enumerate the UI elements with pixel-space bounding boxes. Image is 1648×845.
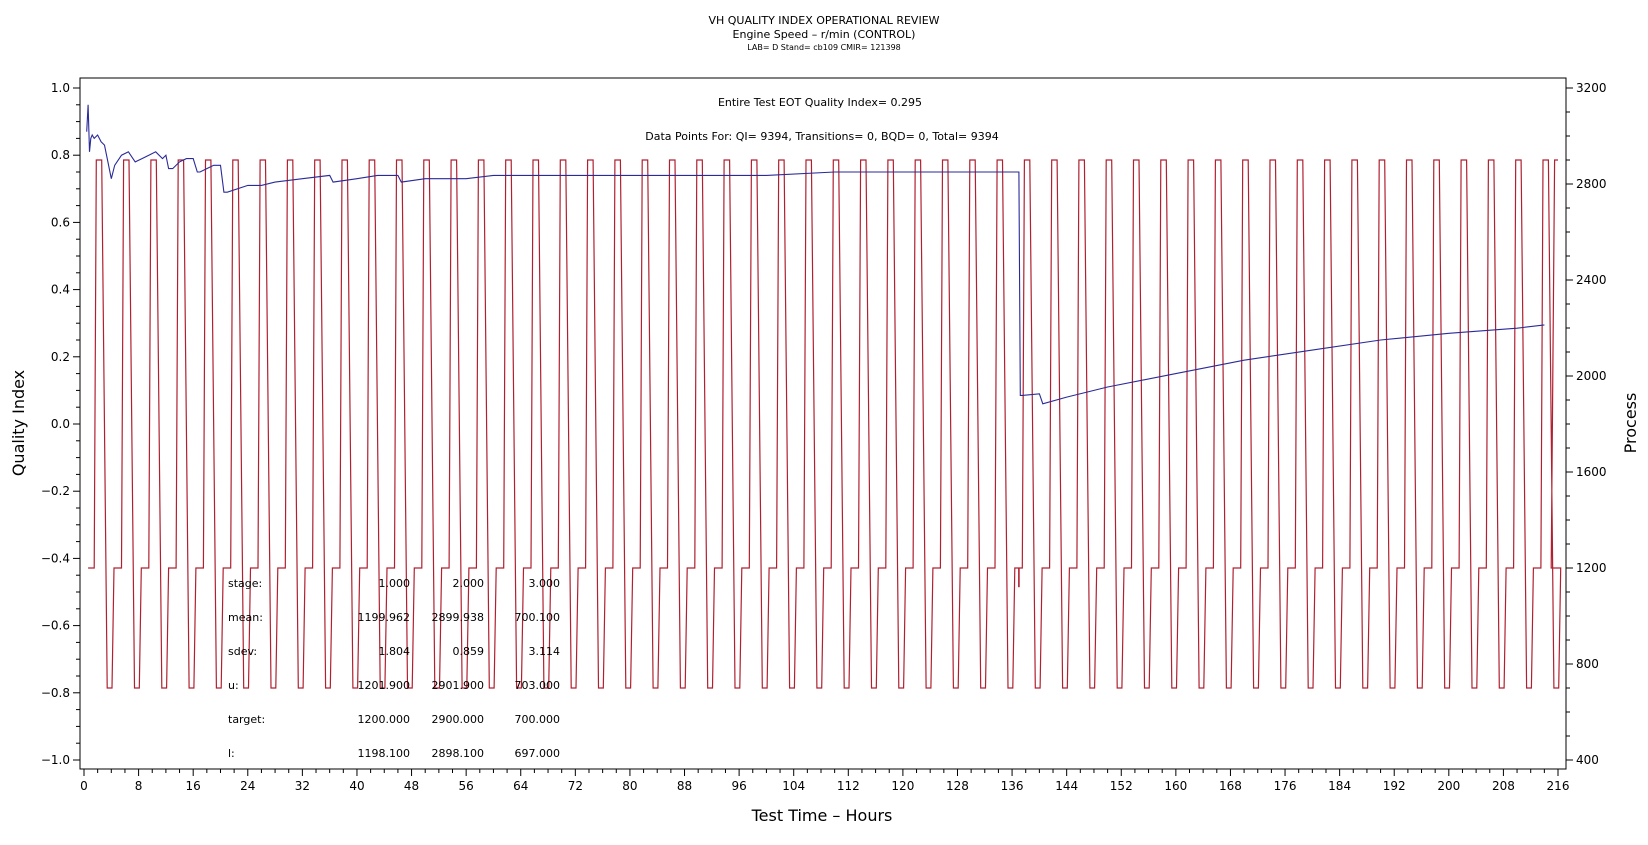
- stats-cell: 700.100: [515, 611, 561, 624]
- stats-cell: 2900.000: [432, 713, 485, 726]
- stats-row-label: mean:: [228, 611, 263, 624]
- left-y-tick-label: 0.4: [51, 283, 70, 297]
- x-tick-label: 176: [1274, 779, 1297, 793]
- process-line: [88, 159, 1562, 689]
- x-tick-label: 0: [80, 779, 88, 793]
- x-tick-label: 8: [135, 779, 143, 793]
- right-y-tick-label: 2000: [1576, 369, 1607, 383]
- left-y-tick-label: 0.2: [51, 350, 70, 364]
- stats-cell: 2901.900: [432, 679, 485, 692]
- right-y-tick-label: 1200: [1576, 561, 1607, 575]
- x-tick-label: 32: [295, 779, 310, 793]
- right-y-tick-label: 1600: [1576, 465, 1607, 479]
- stats-cell: 1200.000: [358, 713, 411, 726]
- chart-subtitle: Engine Speed – r/min (CONTROL): [733, 28, 916, 41]
- stats-cell: 2899.938: [432, 611, 485, 624]
- x-tick-label: 72: [568, 779, 583, 793]
- stats-cell: 0.859: [453, 645, 485, 658]
- stats-row-label: sdev:: [228, 645, 257, 658]
- right-y-axis-ticks: 3200 2800 2400 2000 1600 1200 800 400: [1566, 81, 1607, 767]
- stats-cell: 1199.962: [358, 611, 411, 624]
- stats-cell: 3.000: [529, 577, 561, 590]
- x-tick-label: 104: [782, 779, 805, 793]
- stats-cell: 3.114: [529, 645, 561, 658]
- x-tick-label: 200: [1437, 779, 1460, 793]
- stats-cell: 700.000: [515, 713, 561, 726]
- x-tick-label: 24: [240, 779, 255, 793]
- x-tick-label: 216: [1547, 779, 1570, 793]
- x-tick-label: 144: [1055, 779, 1078, 793]
- left-y-tick-label: −0.6: [41, 619, 70, 633]
- stats-row-label: target:: [228, 713, 265, 726]
- x-tick-label: 120: [891, 779, 914, 793]
- stats-cell: 2898.100: [432, 747, 485, 760]
- stats-cell: 703.000: [515, 679, 561, 692]
- x-tick-label: 40: [349, 779, 364, 793]
- x-axis-label: Test Time – Hours: [751, 806, 893, 825]
- left-y-axis-ticks: 1.0 0.8 0.6 0.4 0.2 0.0 −0.2 −0.4 −0.6 −0.8 −1.0: [41, 81, 80, 767]
- stats-cell: 697.000: [515, 747, 561, 760]
- quality-index-series: [86, 104, 1545, 405]
- left-y-tick-label: −0.4: [41, 551, 70, 565]
- x-tick-label: 112: [837, 779, 860, 793]
- right-y-tick-label: 800: [1576, 657, 1599, 671]
- stats-cell: 1201.900: [358, 679, 411, 692]
- stats-cell: 2.000: [453, 577, 485, 590]
- left-y-tick-label: 0.8: [51, 148, 70, 162]
- x-tick-label: 208: [1492, 779, 1515, 793]
- process-series: [88, 159, 1562, 689]
- x-tick-label: 48: [404, 779, 419, 793]
- x-tick-label: 136: [1001, 779, 1024, 793]
- x-tick-label: 128: [946, 779, 969, 793]
- stats-cell: 1198.100: [358, 747, 411, 760]
- x-tick-label: 96: [731, 779, 746, 793]
- left-y-axis-label: Quality Index: [9, 370, 28, 476]
- stats-row-label: l:: [228, 747, 235, 760]
- x-tick-label: 80: [622, 779, 637, 793]
- chart-title: VH QUALITY INDEX OPERATIONAL REVIEW: [708, 14, 939, 27]
- x-axis-ticks: 0 8 16 24 32 40 48 56 64 72 80 88 96 104 112 120 128 136 1…: [80, 769, 1569, 793]
- quality-index-line: [86, 104, 1545, 405]
- x-tick-label: 16: [186, 779, 201, 793]
- stats-row-label: stage:: [228, 577, 262, 590]
- left-y-tick-label: −0.2: [41, 484, 70, 498]
- left-y-tick-label: −1.0: [41, 753, 70, 767]
- chart-meta: LAB= D Stand= cb109 CMIR= 121398: [747, 43, 901, 52]
- right-y-tick-label: 2400: [1576, 273, 1607, 287]
- left-y-tick-label: 0.0: [51, 417, 70, 431]
- x-tick-label: 184: [1328, 779, 1351, 793]
- left-y-tick-label: 0.6: [51, 215, 70, 229]
- x-tick-label: 168: [1219, 779, 1242, 793]
- right-y-tick-label: 3200: [1576, 81, 1607, 95]
- annotation-eot-quality-index: Entire Test EOT Quality Index= 0.295: [718, 96, 922, 109]
- x-tick-label: 88: [677, 779, 692, 793]
- annotation-data-points: Data Points For: QI= 9394, Transitions= …: [645, 130, 999, 143]
- stats-table: stage: 1.000 2.000 3.000 mean: 1199.962 2899.9…: [228, 577, 560, 760]
- right-y-tick-label: 2800: [1576, 177, 1607, 191]
- stats-cell: 1.000: [379, 577, 411, 590]
- right-y-tick-label: 400: [1576, 753, 1599, 767]
- right-y-axis-label: Process: [1621, 393, 1640, 454]
- x-tick-label: 160: [1164, 779, 1187, 793]
- left-y-tick-label: −0.8: [41, 686, 70, 700]
- stats-cell: 1.804: [379, 645, 411, 658]
- x-tick-label: 56: [459, 779, 474, 793]
- x-tick-label: 152: [1110, 779, 1133, 793]
- stats-row-label: u:: [228, 679, 239, 692]
- x-tick-label: 64: [513, 779, 528, 793]
- x-tick-label: 192: [1383, 779, 1406, 793]
- left-y-tick-label: 1.0: [51, 81, 70, 95]
